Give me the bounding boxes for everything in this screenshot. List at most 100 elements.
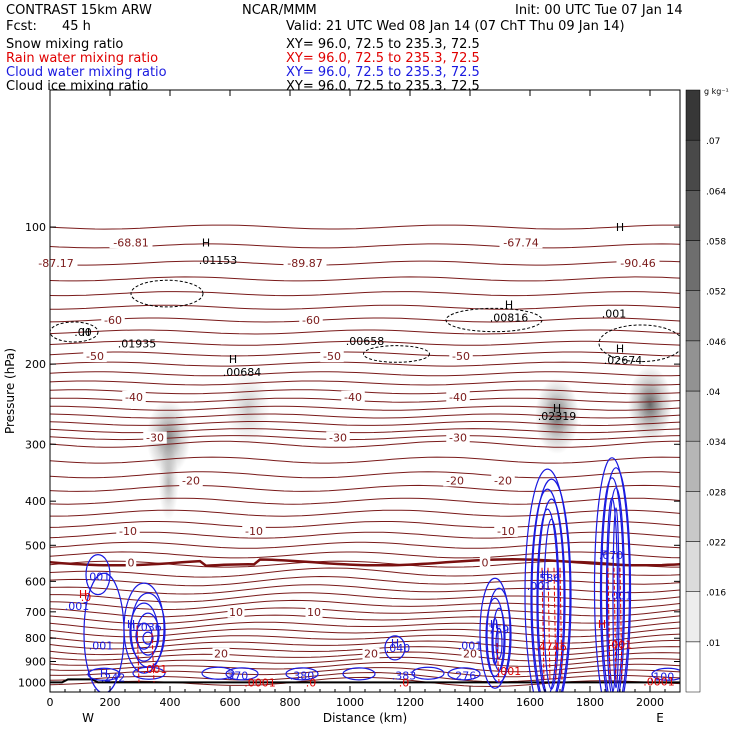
isotherm-label: -90.46 <box>620 257 655 270</box>
maximum-label: .001 <box>497 665 522 678</box>
isotherm-line-21 <box>50 456 680 464</box>
cloud-water-contour-3-1 <box>600 467 632 692</box>
isotherm-label: 0 <box>482 556 489 569</box>
cloud-water-contour-1-2 <box>485 597 505 677</box>
isotherm-line-47 <box>50 671 680 683</box>
colorbar-tick-label: .022 <box>706 539 726 549</box>
isotherm-label-bg <box>109 236 153 249</box>
high-marker: H <box>601 545 609 558</box>
isotherm-label: -30 <box>449 432 467 445</box>
isotherm-label: -30 <box>146 432 164 445</box>
x-tick-label: 0 <box>47 696 54 709</box>
snow-shading-0 <box>146 399 191 476</box>
cloud-ice-contour-0 <box>50 321 99 343</box>
cloud-water-contour-2-2 <box>530 488 565 692</box>
isotherm-label: -10 <box>497 525 515 538</box>
isotherm-label-bg <box>616 257 660 270</box>
cloud-ice-contour-1 <box>130 279 204 308</box>
isotherm-label: -10 <box>119 525 137 538</box>
maximum-label: .02319 <box>538 410 577 423</box>
isotherm-line-34 <box>50 592 680 603</box>
cloud-water-contour-2-1 <box>531 478 572 692</box>
isotherm-label: -40 <box>125 391 143 404</box>
isotherm-line-15 <box>50 405 680 411</box>
cloud-water-contour-1-0 <box>479 577 511 689</box>
cloud-ice-contour-3 <box>445 307 543 333</box>
isotherm-label-bg <box>305 605 323 618</box>
freezing-level-line <box>50 558 680 567</box>
isotherm-line-6 <box>50 317 680 323</box>
y-tick-label: 100 <box>25 221 46 234</box>
isotherm-line-25 <box>50 509 680 517</box>
isotherm-line-3 <box>50 276 680 282</box>
cloud-water-contour-3-3 <box>606 487 626 692</box>
isotherm-line-9 <box>50 351 680 357</box>
colorbar-segment <box>685 541 701 592</box>
high-marker: H <box>229 353 237 366</box>
y-tick-label: 500 <box>25 539 46 552</box>
colorbar-segment <box>685 440 701 492</box>
high-marker: H <box>616 221 624 234</box>
colorbar-tick-label: .064 <box>706 187 726 197</box>
isotherm-line-4 <box>50 291 680 297</box>
isotherm-label-bg <box>125 556 137 569</box>
x-tick-label: 200 <box>100 696 121 709</box>
snow-shading-tail-0 <box>158 444 179 521</box>
maximum-label: .001 <box>602 308 627 321</box>
isotherm-label-bg <box>299 313 323 326</box>
high-marker: H <box>541 569 549 582</box>
isotherm-line-20 <box>50 440 680 448</box>
colorbar-tick-label: .052 <box>706 288 726 298</box>
high-marker: H <box>391 637 399 650</box>
cloud-ice-contour-4 <box>598 324 680 363</box>
isotherm-label-bg <box>101 313 125 326</box>
maximum-label: .670 <box>599 549 624 562</box>
rain-contour-4 <box>547 567 551 683</box>
maximum-label: .00 <box>74 326 92 339</box>
cloud-water-low-4 <box>285 667 319 681</box>
colorbar-segment <box>685 190 701 241</box>
cloud-water-low-1 <box>132 666 166 680</box>
maximum-label: .001 <box>458 640 483 653</box>
cloud-water-contour-1-4 <box>491 617 499 665</box>
cloud-water-low-2 <box>201 666 235 680</box>
colorbar-segment <box>685 290 701 342</box>
isotherm-label: -89.87 <box>287 257 322 270</box>
isotherm-line-33 <box>50 584 680 595</box>
maximum-label: .380 <box>290 669 315 682</box>
maximum-label: .00684 <box>223 366 262 379</box>
cloud-water-low-5 <box>342 667 376 681</box>
x-tick-label: 600 <box>220 696 241 709</box>
isotherm-label-bg <box>491 474 515 487</box>
isotherm-label-bg <box>499 236 543 249</box>
isotherm-label: 20 <box>364 648 378 661</box>
colorbar-tick-label: .01 <box>706 639 720 649</box>
isotherm-line-12 <box>50 380 680 386</box>
isotherm-label: 20 <box>463 648 477 661</box>
isotherm-label-bg <box>242 524 266 537</box>
maximum-label: .276 <box>452 669 477 682</box>
field-xy-cloud-water: XY= 96.0, 72.5 to 235.3, 72.5 <box>286 65 480 80</box>
isotherm-line-36 <box>50 607 680 618</box>
isotherm-label-bg <box>116 524 140 537</box>
field-name-cloud-water: Cloud water mixing ratio <box>6 65 167 80</box>
isotherm-line-40 <box>50 633 680 644</box>
isotherm-line-31 <box>50 567 680 578</box>
cloud-water-small-0 <box>85 554 111 596</box>
high-marker: H <box>598 618 606 631</box>
isotherm-label: -60 <box>302 314 320 327</box>
isotherm-label: -68.81 <box>113 236 148 249</box>
isotherm-label: -60 <box>104 314 122 327</box>
isotherm-label-bg <box>34 257 78 270</box>
maximum-label: .001 <box>608 590 633 603</box>
isotherm-label-bg <box>227 605 245 618</box>
isotherm-label: -50 <box>323 350 341 363</box>
maximum-label: .01935 <box>118 337 157 350</box>
cloud-water-contour-3-4 <box>605 497 619 692</box>
isotherm-label-bg <box>461 647 479 660</box>
isotherm-line-35 <box>50 599 680 611</box>
maximum-label: .00658 <box>346 335 385 348</box>
maximum-label: .02674 <box>604 354 643 367</box>
y-tick-label: 800 <box>25 632 46 645</box>
cloud-water-contour-3-2 <box>599 477 625 692</box>
